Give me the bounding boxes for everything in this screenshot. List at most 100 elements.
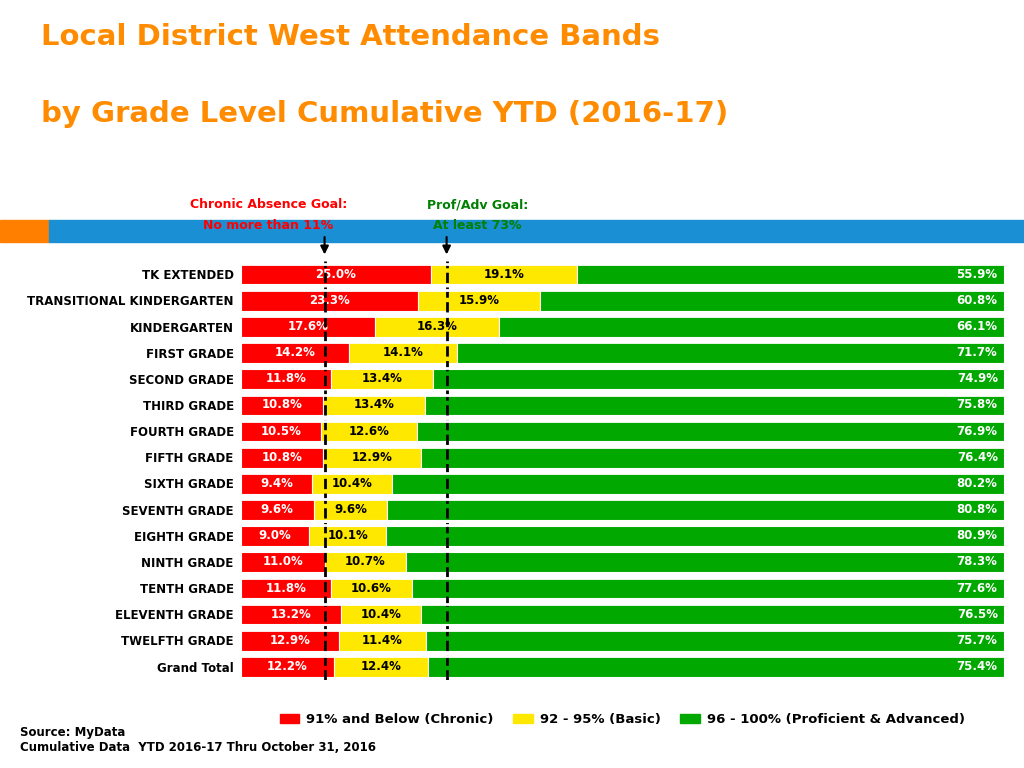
Bar bbox=[339, 631, 426, 650]
Bar bbox=[457, 343, 1004, 363]
Bar bbox=[349, 343, 457, 363]
Text: 12.6%: 12.6% bbox=[348, 425, 389, 438]
Text: 66.1%: 66.1% bbox=[956, 320, 997, 333]
Bar bbox=[425, 395, 1004, 415]
Bar bbox=[419, 290, 540, 310]
Text: 10.7%: 10.7% bbox=[345, 555, 386, 568]
Bar bbox=[417, 421, 1004, 442]
Text: 10.6%: 10.6% bbox=[350, 581, 391, 594]
Bar bbox=[241, 290, 419, 310]
Text: 9.6%: 9.6% bbox=[334, 503, 367, 516]
Text: 11.8%: 11.8% bbox=[265, 372, 306, 386]
Text: No more than 11%: No more than 11% bbox=[203, 219, 334, 232]
Bar bbox=[386, 525, 1004, 546]
Bar bbox=[241, 525, 309, 546]
Bar bbox=[375, 316, 500, 336]
Bar bbox=[241, 631, 339, 650]
Bar bbox=[331, 369, 433, 389]
Bar bbox=[325, 551, 407, 572]
Bar bbox=[241, 473, 312, 494]
Bar bbox=[578, 264, 1004, 284]
Text: 23.3%: 23.3% bbox=[309, 294, 350, 307]
Bar bbox=[241, 551, 325, 572]
Text: 13.4%: 13.4% bbox=[361, 372, 402, 386]
Bar bbox=[500, 316, 1004, 336]
Bar bbox=[426, 631, 1004, 650]
Text: At least 73%: At least 73% bbox=[433, 219, 521, 232]
Text: 75.7%: 75.7% bbox=[956, 634, 997, 647]
Text: 77.6%: 77.6% bbox=[956, 581, 997, 594]
Bar bbox=[321, 421, 417, 442]
Text: 10.5%: 10.5% bbox=[260, 425, 301, 438]
Text: 14.1%: 14.1% bbox=[382, 346, 423, 359]
Text: by Grade Level Cumulative YTD (2016-17): by Grade Level Cumulative YTD (2016-17) bbox=[41, 100, 728, 127]
Bar bbox=[431, 264, 578, 284]
Text: 13.2%: 13.2% bbox=[270, 607, 311, 621]
Text: 76.4%: 76.4% bbox=[957, 451, 998, 464]
Bar bbox=[309, 525, 386, 546]
Bar bbox=[312, 473, 392, 494]
Bar bbox=[314, 499, 387, 520]
Text: 13.4%: 13.4% bbox=[353, 399, 394, 412]
Bar bbox=[412, 578, 1004, 598]
Text: 11.8%: 11.8% bbox=[265, 581, 306, 594]
Text: 75.4%: 75.4% bbox=[956, 660, 997, 673]
Bar bbox=[421, 604, 1005, 624]
Bar bbox=[241, 316, 375, 336]
Text: 17.6%: 17.6% bbox=[288, 320, 329, 333]
Text: 19.1%: 19.1% bbox=[483, 268, 524, 280]
Text: 12.4%: 12.4% bbox=[360, 660, 401, 673]
Bar bbox=[241, 578, 331, 598]
Bar bbox=[0, 220, 49, 242]
Bar bbox=[241, 395, 323, 415]
Legend: 91% and Below (Chronic), 92 - 95% (Basic), 96 - 100% (Proficient & Advanced): 91% and Below (Chronic), 92 - 95% (Basic… bbox=[274, 708, 970, 732]
Text: 60.8%: 60.8% bbox=[956, 294, 997, 307]
Bar bbox=[241, 657, 334, 677]
Bar bbox=[387, 499, 1004, 520]
Text: 80.2%: 80.2% bbox=[956, 477, 997, 490]
Text: 12.2%: 12.2% bbox=[267, 660, 307, 673]
Bar bbox=[428, 657, 1004, 677]
Text: 80.9%: 80.9% bbox=[956, 529, 997, 542]
Text: 12.9%: 12.9% bbox=[269, 634, 310, 647]
Text: 12.9%: 12.9% bbox=[352, 451, 392, 464]
Bar bbox=[241, 343, 349, 363]
Text: Chronic Absence Goal:: Chronic Absence Goal: bbox=[189, 198, 347, 211]
Text: 9.0%: 9.0% bbox=[259, 529, 292, 542]
Text: 9.4%: 9.4% bbox=[260, 477, 293, 490]
Text: 76.9%: 76.9% bbox=[956, 425, 997, 438]
Text: 55.9%: 55.9% bbox=[956, 268, 997, 280]
Text: 10.4%: 10.4% bbox=[360, 607, 401, 621]
Text: 11.0%: 11.0% bbox=[262, 555, 303, 568]
Bar bbox=[433, 369, 1005, 389]
Bar bbox=[323, 447, 422, 468]
Text: Local District West Attendance Bands: Local District West Attendance Bands bbox=[41, 23, 659, 51]
Text: 25.0%: 25.0% bbox=[315, 268, 356, 280]
Bar bbox=[241, 499, 314, 520]
Text: 75.8%: 75.8% bbox=[956, 399, 997, 412]
Text: 78.3%: 78.3% bbox=[956, 555, 997, 568]
Text: 74.9%: 74.9% bbox=[957, 372, 998, 386]
Bar bbox=[241, 421, 321, 442]
Bar bbox=[392, 473, 1004, 494]
Bar bbox=[422, 447, 1005, 468]
Text: 10.1%: 10.1% bbox=[328, 529, 369, 542]
Text: 16.3%: 16.3% bbox=[417, 320, 458, 333]
Text: 10.4%: 10.4% bbox=[332, 477, 373, 490]
Bar bbox=[540, 290, 1004, 310]
Text: 15.9%: 15.9% bbox=[459, 294, 500, 307]
Text: 10.8%: 10.8% bbox=[261, 451, 302, 464]
Text: 11.4%: 11.4% bbox=[362, 634, 403, 647]
Bar bbox=[341, 604, 421, 624]
Text: 9.6%: 9.6% bbox=[261, 503, 294, 516]
Bar bbox=[241, 264, 431, 284]
Bar bbox=[241, 369, 331, 389]
Bar bbox=[241, 604, 341, 624]
Bar bbox=[331, 578, 412, 598]
Bar bbox=[334, 657, 428, 677]
Text: 71.7%: 71.7% bbox=[956, 346, 997, 359]
Text: 80.8%: 80.8% bbox=[956, 503, 997, 516]
Text: 14.2%: 14.2% bbox=[274, 346, 315, 359]
Bar bbox=[407, 551, 1004, 572]
Text: 10.8%: 10.8% bbox=[261, 399, 302, 412]
